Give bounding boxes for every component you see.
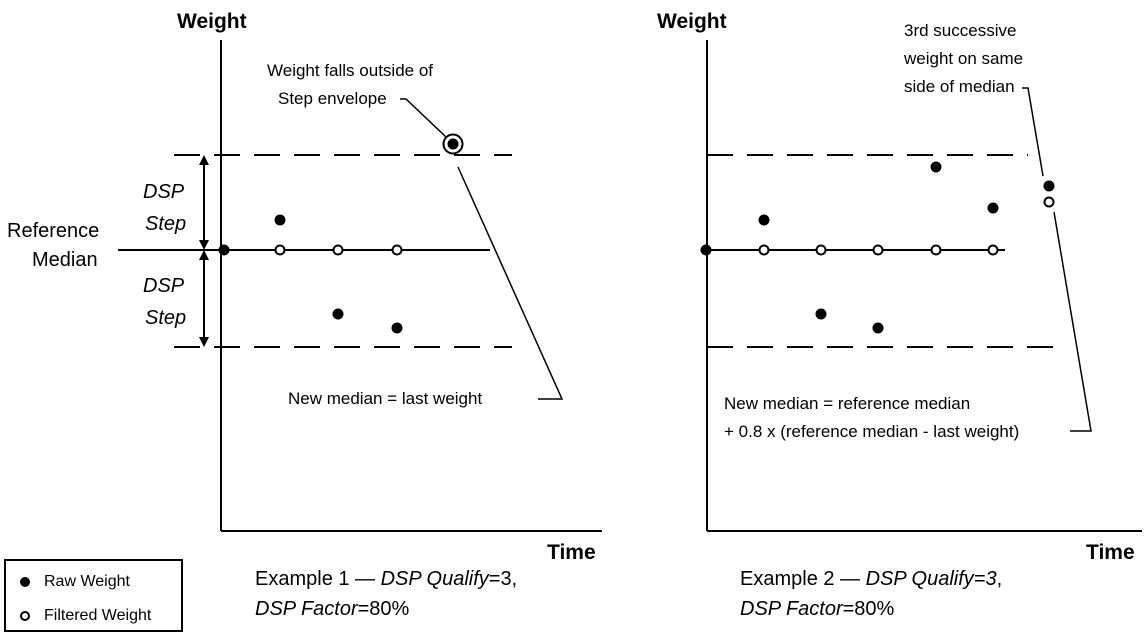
ex2-filtered-point-6 xyxy=(987,244,999,256)
ex1-caption-line1: Example 1 — DSP Qualify=3, xyxy=(255,568,517,590)
ex2-caption-factor-param: DSP Factor xyxy=(740,598,844,620)
ex2-filtered-point-3 xyxy=(815,244,827,256)
ex2-caption-factor-value: =80% xyxy=(843,598,895,620)
ex2-callout-bottom-line2: + 0.8 x (reference median - last weight) xyxy=(724,422,1019,441)
ex1-outlier-raw-point xyxy=(447,138,459,150)
ex2-raw-point-5 xyxy=(930,161,942,173)
ex1-y-axis-label: Weight xyxy=(177,10,247,33)
ex1-upper-step-label-1: DSP xyxy=(143,181,185,203)
raw-weight-marker-icon xyxy=(20,577,30,587)
ex2-raw-point-1 xyxy=(700,244,712,256)
ex1-upper-step-label-2: Step xyxy=(145,213,186,235)
ex2-caption-line2: DSP Factor=80% xyxy=(740,598,895,620)
ex1-reference-label: Reference xyxy=(7,220,99,242)
ex2-caption-line1: Example 2 — DSP Qualify=3, xyxy=(740,568,1002,590)
legend-filtered-label: Filtered Weight xyxy=(44,607,152,624)
ex2-filtered-point-5 xyxy=(930,244,942,256)
ex2-y-axis-label: Weight xyxy=(657,10,727,33)
legend-raw-weight: Raw Weight xyxy=(20,573,130,591)
ex2-raw-point-3 xyxy=(815,308,827,320)
ex1-median-label: Median xyxy=(32,249,98,271)
ex2-callout-top-leader xyxy=(1022,87,1044,177)
ex1-callout-top-leader xyxy=(400,98,447,138)
ex2-raw-point-7 xyxy=(1043,180,1055,192)
ex1-raw-point-3 xyxy=(332,308,344,320)
example-1-diagram: Weight Time Reference Median DSP Step DS… xyxy=(7,10,602,620)
ex2-caption-prefix: Example 2 — xyxy=(740,568,866,590)
ex1-callout-bottom: New median = last weight xyxy=(288,389,482,408)
ex1-raw-point-1 xyxy=(218,244,230,256)
legend: Raw Weight Filtered Weight xyxy=(4,559,183,632)
ex1-caption-line2: DSP Factor=80% xyxy=(255,598,410,620)
ex2-filtered-point-4 xyxy=(872,244,884,256)
ex2-raw-point-6 xyxy=(987,202,999,214)
ex1-caption-factor-param: DSP Factor xyxy=(255,598,359,620)
ex1-lower-step-label-1: DSP xyxy=(143,275,185,297)
ex1-raw-point-4 xyxy=(391,322,403,334)
legend-filtered-weight: Filtered Weight xyxy=(20,607,151,625)
ex2-caption-qualify-param: DSP Qualify=3 xyxy=(866,568,997,590)
ex1-caption-qualify-param: DSP Qualify xyxy=(381,568,490,590)
ex1-callout-bottom-leader xyxy=(457,166,564,400)
ex1-caption-prefix: Example 1 — xyxy=(255,568,381,590)
ex1-lower-step-label-2: Step xyxy=(145,307,186,329)
ex2-filtered-point-7 xyxy=(1043,196,1055,208)
ex1-caption-qualify-value: =3, xyxy=(489,568,517,590)
ex2-callout-top-line2: weight on same xyxy=(903,49,1023,68)
ex2-callout-bottom-line1: New median = reference median xyxy=(724,394,970,413)
ex1-raw-point-2 xyxy=(274,214,286,226)
ex1-filtered-point-4 xyxy=(391,244,403,256)
legend-raw-label: Raw Weight xyxy=(44,573,130,590)
ex1-x-axis-label: Time xyxy=(547,541,596,564)
ex1-callout-top-line1: Weight falls outside of xyxy=(267,61,433,80)
ex1-caption-factor-value: =80% xyxy=(358,598,410,620)
ex2-callout-top-line1: 3rd successive xyxy=(904,21,1016,40)
ex2-raw-point-4 xyxy=(872,322,884,334)
ex1-callout-top-line2: Step envelope xyxy=(278,89,387,108)
ex1-filtered-point-2 xyxy=(274,244,286,256)
filtered-weight-marker-icon xyxy=(20,611,30,621)
example-2-diagram: Weight Time 3rd successive weight on sam… xyxy=(657,10,1142,620)
ex2-callout-top-line3: side of median xyxy=(904,77,1015,96)
ex2-filtered-point-2 xyxy=(758,244,770,256)
ex2-callout-bottom-leader xyxy=(1053,211,1092,432)
ex2-x-axis-label: Time xyxy=(1086,541,1135,564)
ex1-filtered-point-3 xyxy=(332,244,344,256)
ex2-caption-qualify-value: , xyxy=(997,568,1003,590)
ex2-raw-point-2 xyxy=(758,214,770,226)
